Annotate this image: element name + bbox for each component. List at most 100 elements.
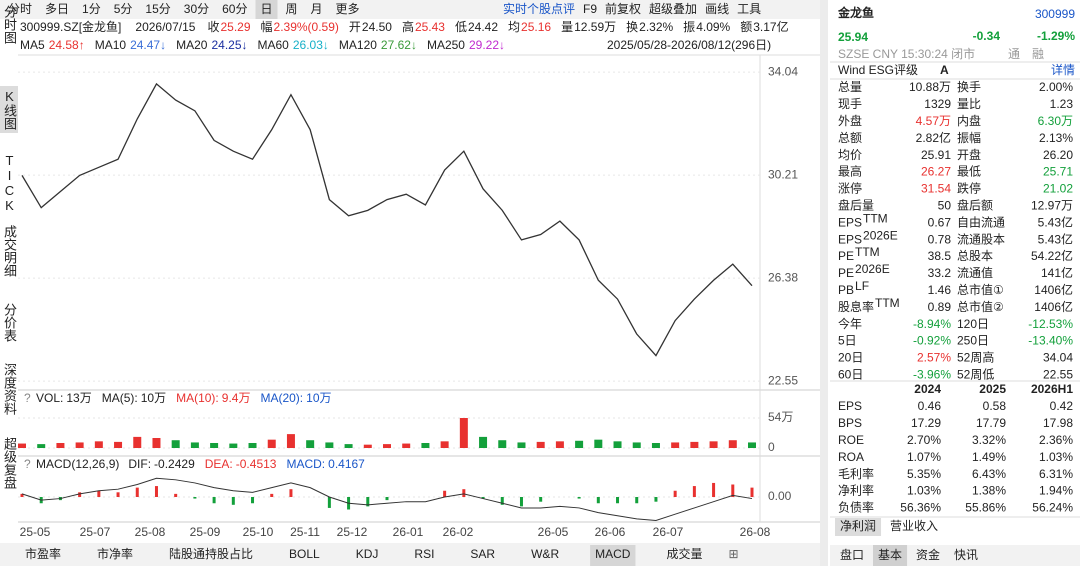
tool-button[interactable]: F9 <box>583 2 597 16</box>
field-value: 2.82亿 <box>916 130 951 145</box>
period-tab[interactable]: 更多 <box>336 2 360 16</box>
volume-bar <box>210 443 219 448</box>
field-value: 1.23 <box>1050 97 1074 111</box>
field-label: 盘后额 <box>957 197 993 212</box>
volume-bar <box>613 441 622 448</box>
indicator-tab[interactable]: MACD <box>595 547 631 561</box>
tool-button[interactable]: 画线 <box>705 2 729 16</box>
metric-value: 0.42 <box>1050 399 1074 413</box>
side-tab[interactable]: 分时图 <box>2 5 17 44</box>
side-tab[interactable]: 深度资料 <box>2 363 17 415</box>
volume-bar <box>402 443 411 448</box>
quote-label: 高 <box>402 19 414 34</box>
volume-bar <box>171 440 180 448</box>
field-value: -8.94% <box>913 317 951 331</box>
period-tab[interactable]: 60分 <box>222 2 247 16</box>
volume-bar <box>56 443 65 448</box>
period-tab[interactable]: 5分 <box>114 2 133 16</box>
quote-value: 4.09% <box>696 20 730 34</box>
macd-bar <box>654 497 658 502</box>
macd-bar <box>443 490 447 497</box>
field-suffix: LF <box>855 279 869 293</box>
volume-bar <box>651 443 660 448</box>
tool-button[interactable]: 前复权 <box>605 1 641 16</box>
field-value: 1.46 <box>928 283 952 297</box>
field-value: 22.55 <box>1043 367 1073 381</box>
period-tab[interactable]: 30分 <box>184 2 209 16</box>
macd-bar <box>78 492 82 497</box>
macd-bar <box>174 493 178 497</box>
side-tab[interactable]: 成交明细 <box>2 225 17 277</box>
field-label: 120日 <box>957 317 989 331</box>
indicator-tab[interactable]: 陆股通持股占比 <box>169 546 253 561</box>
panel-tab[interactable]: 盘口 <box>840 547 864 562</box>
field-suffix: TTM <box>863 211 888 225</box>
field-value: -13.40% <box>1028 334 1073 348</box>
field-suffix: TTM <box>855 245 880 259</box>
help-icon: ? <box>24 391 31 405</box>
panel-tab[interactable]: 基本 <box>878 548 902 562</box>
indicator-tab[interactable]: RSI <box>414 547 434 561</box>
field-label: 涨停 <box>838 181 862 196</box>
macd-bar <box>385 497 389 501</box>
period-tab[interactable]: 月 <box>311 2 323 16</box>
volume-bar <box>728 440 737 448</box>
field-value: 1329 <box>924 97 951 111</box>
ma-value: 26.03↓ <box>293 38 329 52</box>
field-value: 25.71 <box>1043 165 1073 179</box>
quote-value: 2.39%(0.59) <box>274 20 339 34</box>
macd-bar <box>20 493 24 497</box>
esg-link[interactable]: 详情 <box>1051 62 1075 77</box>
macd-bar <box>270 493 274 497</box>
metric-value: 6.43% <box>972 467 1006 481</box>
field-value: 2.57% <box>917 351 951 365</box>
ma-value: 24.25↓ <box>211 38 247 52</box>
panel-tab[interactable]: 快讯 <box>954 548 978 562</box>
indicator-tab[interactable]: 成交量 <box>666 546 702 561</box>
period-tab[interactable]: 1分 <box>82 2 101 16</box>
field-value: 5.43亿 <box>1038 231 1073 246</box>
ma-value: 29.22↓ <box>469 38 505 52</box>
bar-date: 2026/07/15 <box>135 20 195 34</box>
field-value: 26.20 <box>1043 148 1073 162</box>
field-value: -12.53% <box>1028 317 1073 331</box>
indicator-tab[interactable]: KDJ <box>356 547 379 561</box>
x-tick-label: 26-08 <box>740 525 771 539</box>
side-tab[interactable]: TICK <box>2 153 17 213</box>
macd-bar <box>692 486 696 497</box>
tool-button[interactable]: 超级叠加 <box>649 1 697 16</box>
period-tab[interactable]: 多日 <box>45 2 69 16</box>
splitter <box>820 0 828 566</box>
field-label: 跌停 <box>957 181 981 196</box>
metric-label: 负债率 <box>838 500 874 515</box>
indicator-tab[interactable]: 市净率 <box>97 546 133 561</box>
indicator-tab[interactable]: W&R <box>531 547 559 561</box>
panel-tab[interactable]: 资金 <box>916 547 940 562</box>
indicator-tab[interactable]: BOLL <box>289 547 320 561</box>
field-label: 52周高 <box>957 350 994 365</box>
macd-bar <box>97 490 101 497</box>
tool-button[interactable]: 工具 <box>737 2 761 16</box>
indicator-label: VOL: <box>36 391 63 405</box>
metric-label: 净利率 <box>838 483 874 498</box>
side-tab[interactable]: 分价表 <box>2 303 17 342</box>
metric-value: 1.03% <box>1039 450 1073 464</box>
macd-bar <box>539 497 543 502</box>
period-tab[interactable]: 日 <box>260 2 272 16</box>
metric-tab[interactable]: 净利润 <box>840 519 876 533</box>
field-value: 25.91 <box>921 148 951 162</box>
dif-line <box>21 477 753 521</box>
field-label: 20日 <box>838 351 863 365</box>
period-tab[interactable]: 15分 <box>145 2 170 16</box>
indicator-tab[interactable]: 市盈率 <box>25 546 61 561</box>
field-label: PE <box>838 266 854 280</box>
side-tab[interactable]: K线图 <box>0 86 18 133</box>
add-tab[interactable]: ⊞ <box>728 547 738 561</box>
metric-tab[interactable]: 营业收入 <box>890 519 938 533</box>
period-tab[interactable]: 分时 <box>8 2 32 16</box>
indicator-tab[interactable]: SAR <box>470 547 495 561</box>
period-tab[interactable]: 周 <box>286 2 298 16</box>
field-value: 0.78 <box>928 232 952 246</box>
tool-button[interactable]: 实时个股点评 <box>503 1 575 16</box>
side-tab[interactable]: 超级复盘 <box>2 437 17 489</box>
